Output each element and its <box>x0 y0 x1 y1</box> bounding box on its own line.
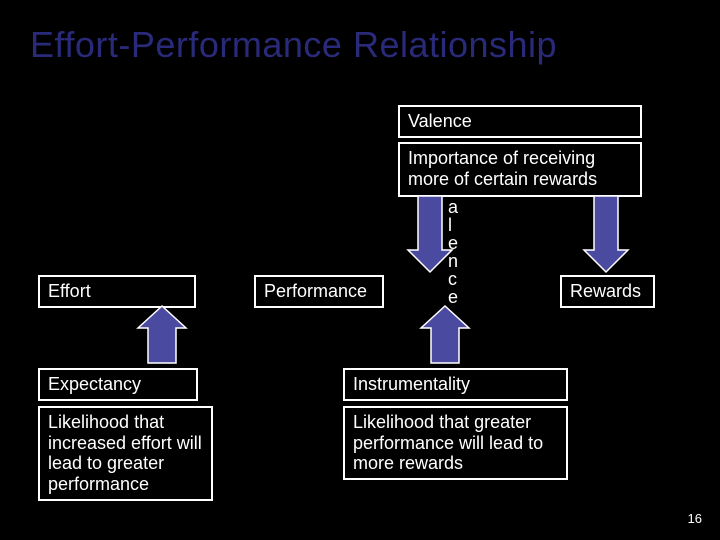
performance-label: Performance <box>264 281 367 301</box>
instrumentality-arrow-icon <box>421 306 469 363</box>
valence-desc-box: Importance of receiving more of certain … <box>398 142 642 197</box>
valence-desc-line2: more of certain rewards <box>408 169 597 189</box>
effort-label: Effort <box>48 281 91 301</box>
page-title: Effort-Performance Relationship <box>30 24 557 66</box>
valence-vertical-text: a l e n c e <box>448 198 458 306</box>
rewards-box: Rewards <box>560 275 655 308</box>
instrumentality-desc: Likelihood that greater performance will… <box>353 412 558 474</box>
expectancy-desc: Likelihood that increased effort will le… <box>48 412 203 495</box>
rewards-label: Rewards <box>570 281 641 301</box>
performance-box: Performance <box>254 275 384 308</box>
valence-box: Valence <box>398 105 642 138</box>
expectancy-desc-box: Likelihood that increased effort will le… <box>38 406 213 501</box>
valence-right-arrow-icon <box>584 196 628 272</box>
valence-desc-line1: Importance of receiving <box>408 148 595 168</box>
page-number: 16 <box>688 511 702 526</box>
instrumentality-desc-box: Likelihood that greater performance will… <box>343 406 568 480</box>
effort-box: Effort <box>38 275 196 308</box>
instrumentality-label: Instrumentality <box>353 374 470 394</box>
valence-label: Valence <box>408 111 472 131</box>
expectancy-label: Expectancy <box>48 374 141 394</box>
expectancy-arrow-icon <box>138 306 186 363</box>
instrumentality-box: Instrumentality <box>343 368 568 401</box>
valence-left-arrow-icon <box>408 196 452 272</box>
expectancy-box: Expectancy <box>38 368 198 401</box>
